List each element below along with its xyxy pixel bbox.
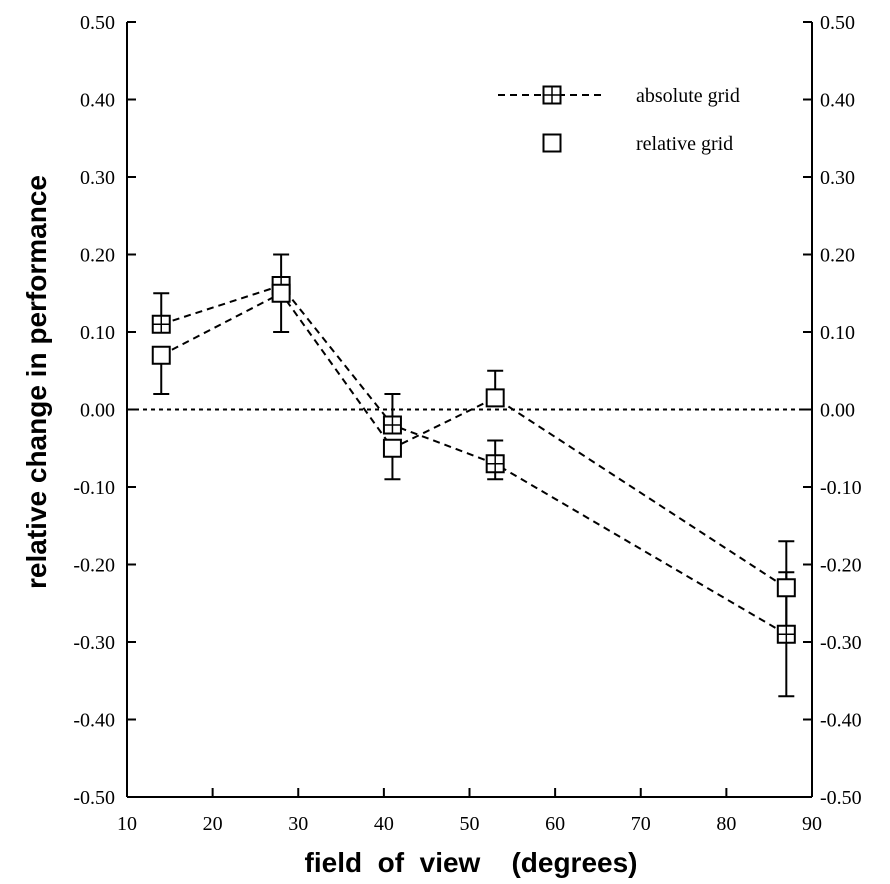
data-point-1	[485, 388, 505, 408]
x-tick-label: 20	[203, 813, 223, 835]
y-tick-label: 0.20	[80, 245, 115, 267]
y-tick-label: 0.00	[80, 400, 115, 422]
right-y-tick-label: -0.10	[820, 477, 862, 499]
y-tick-label: -0.20	[73, 555, 115, 577]
right-y-tick-label: 0.30	[820, 167, 855, 189]
y-tick-label: -0.10	[73, 477, 115, 499]
legend: absolute grid relative grid	[498, 85, 740, 155]
data-point-1	[382, 438, 402, 458]
data-point-1	[151, 345, 171, 365]
legend-label: relative grid	[636, 133, 733, 155]
x-tick-label: 30	[288, 813, 308, 835]
y-tick-label: -0.50	[73, 787, 115, 809]
series-line-1	[160, 291, 787, 589]
right-y-tick-label: -0.50	[820, 787, 862, 809]
data-point-1	[271, 283, 291, 303]
x-tick-label: 50	[460, 813, 480, 835]
x-axis-title: field of view (degrees)	[305, 847, 638, 878]
y-tick-label: 0.30	[80, 167, 115, 189]
right-y-tick-label: 0.00	[820, 400, 855, 422]
right-y-tick-label: 0.50	[820, 12, 855, 34]
right-y-tick-label: -0.40	[820, 710, 862, 732]
series-line-0	[160, 284, 787, 636]
right-y-tick-label: 0.40	[820, 90, 855, 112]
y-axis-title: relative change in performance	[21, 175, 52, 589]
y-tick-label: 0.40	[80, 90, 115, 112]
x-tick-label: 10	[117, 813, 137, 835]
y-tick-label: -0.30	[73, 632, 115, 654]
legend-label: absolute grid	[636, 85, 740, 107]
x-tick-label: 80	[716, 813, 736, 835]
right-y-tick-label: -0.20	[820, 555, 862, 577]
y-tick-label: -0.40	[73, 710, 115, 732]
right-y-tick-label: 0.20	[820, 245, 855, 267]
data-point-1	[776, 578, 796, 598]
x-tick-label: 70	[631, 813, 651, 835]
legend-marker	[542, 133, 562, 153]
right-y-tick-label: -0.30	[820, 632, 862, 654]
x-tick-label: 90	[802, 813, 822, 835]
x-tick-label: 60	[545, 813, 565, 835]
y-tick-label: 0.10	[80, 322, 115, 344]
y-tick-label: 0.50	[80, 12, 115, 34]
right-y-tick-label: 0.10	[820, 322, 855, 344]
x-tick-label: 40	[374, 813, 394, 835]
plot-area: 0.50 0.40 0.30 0.20 0.10 0.00 -0.10 -0.20 -0.30 -…	[73, 12, 861, 835]
